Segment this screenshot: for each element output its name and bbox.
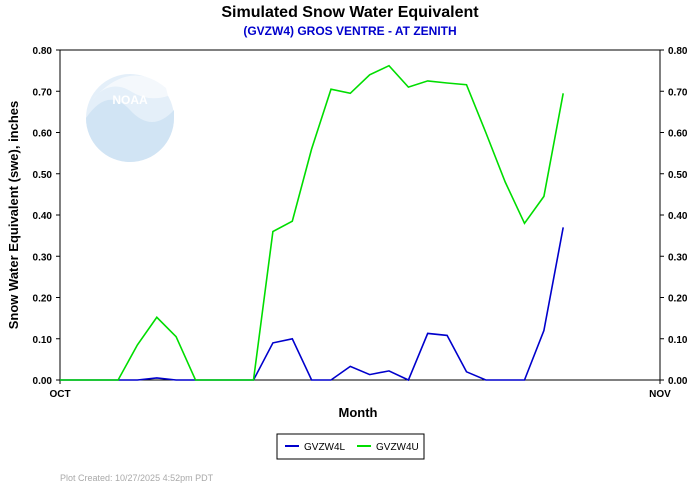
- y-tick-label-left: 0.50: [33, 170, 53, 181]
- noaa-logo: NOAA: [86, 74, 174, 162]
- y-axis-label: Snow Water Equivalent (swe), inches: [6, 101, 21, 330]
- y-tick-label-right: 0.50: [668, 170, 688, 181]
- x-axis: OCT NOV: [49, 380, 671, 400]
- legend: GVZW4L GVZW4U: [276, 433, 425, 460]
- y-tick-label-right: 0.80: [668, 46, 688, 57]
- y-axis-left: 0.00 0.10 0.20 0.30 0.40 0.50 0.60 0.70 0.80: [33, 46, 60, 387]
- y-tick-label-right: 0.20: [668, 294, 688, 305]
- x-tick-label: OCT: [49, 389, 70, 400]
- y-tick-label-left: 0.70: [33, 87, 53, 98]
- y-tick-label-left: 0.10: [33, 335, 53, 346]
- series-line-gvzw4l: [60, 227, 564, 382]
- noaa-logo-text: NOAA: [112, 93, 148, 107]
- chart-subtitle: (GVZW4) GROS VENTRE - AT ZENITH: [243, 24, 456, 38]
- y-tick-label-right: 0.10: [668, 335, 688, 346]
- y-tick-label-right: 0.00: [668, 376, 688, 387]
- y-tick-label-right: 0.70: [668, 87, 688, 98]
- chart-title: Simulated Snow Water Equivalent: [221, 4, 479, 21]
- legend-label-gvzw4l: GVZW4L: [304, 442, 346, 453]
- legend-box: [276, 433, 425, 460]
- y-tick-label-right: 0.60: [668, 129, 688, 140]
- x-tick-label: NOV: [649, 389, 671, 400]
- y-tick-label-left: 0.20: [33, 294, 53, 305]
- y-tick-label-left: 0.00: [33, 376, 53, 387]
- y-tick-label-left: 0.30: [33, 252, 53, 263]
- y-axis-right: 0.00 0.10 0.20 0.30 0.40 0.50 0.60 0.70 0.80: [660, 46, 688, 387]
- x-axis-label: Month: [339, 405, 378, 420]
- series-line-gvzw4u: [60, 64, 564, 381]
- y-tick-label-left: 0.40: [33, 211, 53, 222]
- series-layer: [60, 64, 564, 382]
- y-tick-label-right: 0.30: [668, 252, 688, 263]
- plot-created-footer: Plot Created: 10/27/2025 4:52pm PDT: [60, 473, 214, 483]
- y-tick-label-left: 0.60: [33, 129, 53, 140]
- legend-label-gvzw4u: GVZW4U: [376, 442, 419, 453]
- y-tick-label-right: 0.40: [668, 211, 688, 222]
- y-tick-label-left: 0.80: [33, 46, 53, 57]
